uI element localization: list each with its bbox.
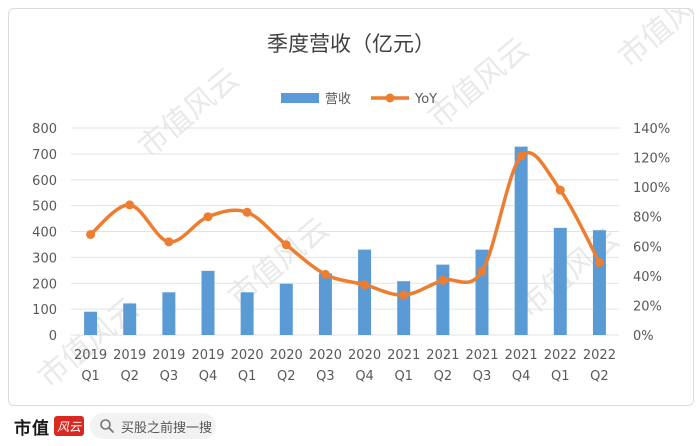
x-tick-label-year: 2019 xyxy=(74,348,107,363)
y-left-tick-label: 200 xyxy=(32,277,57,292)
x-tick-label-quarter: Q2 xyxy=(277,369,296,384)
x-tick-label-year: 2020 xyxy=(231,348,264,363)
x-tick-label-year: 2020 xyxy=(270,348,303,363)
watermark-text: 市值风云 xyxy=(422,31,536,135)
y-left-tick-label: 400 xyxy=(32,226,57,241)
bar xyxy=(240,292,254,335)
y-left-tick-label: 100 xyxy=(32,303,57,318)
legend-swatch-revenue xyxy=(281,93,319,103)
bar xyxy=(279,283,293,335)
footer-bar: 市值 风云 买股之前搜一搜 xyxy=(0,406,700,446)
bar xyxy=(436,264,450,335)
yoy-point xyxy=(281,240,291,250)
bar xyxy=(123,303,137,335)
legend-marker-yoy xyxy=(385,93,395,103)
bar xyxy=(201,270,215,335)
x-tick-label-quarter: Q3 xyxy=(316,369,335,384)
x-tick-label-quarter: Q4 xyxy=(199,369,218,384)
yoy-point xyxy=(86,229,96,239)
yoy-point xyxy=(242,207,252,217)
legend-label-yoy: YoY xyxy=(414,92,437,107)
x-tick-label-quarter: Q4 xyxy=(512,369,531,384)
y-right-tick-label: 140% xyxy=(633,122,670,137)
y-right-tick-label: 80% xyxy=(633,211,662,226)
yoy-point xyxy=(360,280,370,290)
bar xyxy=(162,292,176,335)
x-tick-label-quarter: Q2 xyxy=(590,369,609,384)
x-tick-label-year: 2021 xyxy=(505,348,538,363)
yoy-point xyxy=(399,290,409,300)
y-right-tick-label: 0% xyxy=(633,329,654,344)
x-tick-label-year: 2019 xyxy=(152,348,185,363)
watermark-text: 市值风云 xyxy=(132,61,246,165)
search-placeholder: 买股之前搜一搜 xyxy=(121,420,213,436)
watermark-text: 市值风云 xyxy=(222,211,336,315)
yoy-point xyxy=(438,275,448,285)
x-tick-label-year: 2022 xyxy=(544,348,577,363)
yoy-point xyxy=(555,185,565,195)
yoy-point xyxy=(164,237,174,247)
x-tick-label-year: 2019 xyxy=(191,348,224,363)
grid xyxy=(71,127,619,336)
x-tick-label-quarter: Q1 xyxy=(394,369,413,384)
yoy-point xyxy=(203,212,213,222)
x-tick-label-year: 2020 xyxy=(309,348,342,363)
x-tick-label-quarter: Q1 xyxy=(238,369,257,384)
x-tick-label-year: 2021 xyxy=(465,348,498,363)
x-tick-label-quarter: Q2 xyxy=(434,369,453,384)
yoy-point xyxy=(320,269,330,279)
legend-label-revenue: 营收 xyxy=(325,92,351,107)
legend: 营收 YoY xyxy=(281,92,437,107)
y-right-tick-label: 40% xyxy=(633,270,662,285)
y-right-tick-label: 60% xyxy=(633,240,662,255)
bar xyxy=(592,230,606,335)
yoy-point xyxy=(594,258,604,268)
bar xyxy=(553,227,567,335)
x-tick-label-quarter: Q2 xyxy=(120,369,139,384)
line-series xyxy=(86,151,604,300)
bar xyxy=(397,281,411,335)
chart-title: 季度营收（亿元） xyxy=(267,32,435,56)
x-tick-label-year: 2021 xyxy=(426,348,459,363)
bar xyxy=(514,146,528,335)
yoy-point xyxy=(477,266,487,276)
search-box[interactable]: 买股之前搜一搜 xyxy=(90,413,216,439)
brand-mark: 风云 xyxy=(54,416,84,436)
y-left-tick-label: 800 xyxy=(32,122,57,137)
yoy-point xyxy=(516,151,526,161)
y-left-tick-label: 0 xyxy=(49,329,57,344)
y-right-tick-label: 20% xyxy=(633,299,662,314)
x-tick-label-quarter: Q3 xyxy=(473,369,492,384)
y-left-tick-label: 600 xyxy=(32,174,57,189)
brand-name: 市值 xyxy=(14,418,50,439)
watermark-text: 市值风云 xyxy=(612,9,693,75)
x-tick-label-year: 2020 xyxy=(348,348,381,363)
axes: 0 100 200 300 400 500 600 700 800 0% 20% 40% 60% 80% 1… xyxy=(32,122,670,384)
bar xyxy=(84,311,98,335)
x-tick-label-year: 2021 xyxy=(387,348,420,363)
x-tick-label-quarter: Q3 xyxy=(160,369,179,384)
x-tick-label-year: 2022 xyxy=(583,348,616,363)
x-tick-label-quarter: Q1 xyxy=(81,369,100,384)
y-right-tick-label: 120% xyxy=(633,152,670,167)
y-left-tick-label: 700 xyxy=(32,148,57,163)
search-icon xyxy=(100,419,114,433)
y-left-tick-label: 500 xyxy=(32,200,57,215)
y-left-tick-label: 300 xyxy=(32,251,57,266)
brand-logo: 市值 风云 xyxy=(14,412,84,440)
bar xyxy=(318,273,332,335)
bar xyxy=(358,249,372,335)
chart-card: 市值风云 市值风云 市值风云 市值风云 市值风云 市值风云 0 100 200 300 400 50… xyxy=(8,8,694,406)
yoy-point xyxy=(125,200,135,210)
x-tick-label-quarter: Q4 xyxy=(355,369,374,384)
x-tick-label-quarter: Q1 xyxy=(551,369,570,384)
y-right-tick-label: 100% xyxy=(633,181,670,196)
x-tick-label-year: 2019 xyxy=(113,348,146,363)
